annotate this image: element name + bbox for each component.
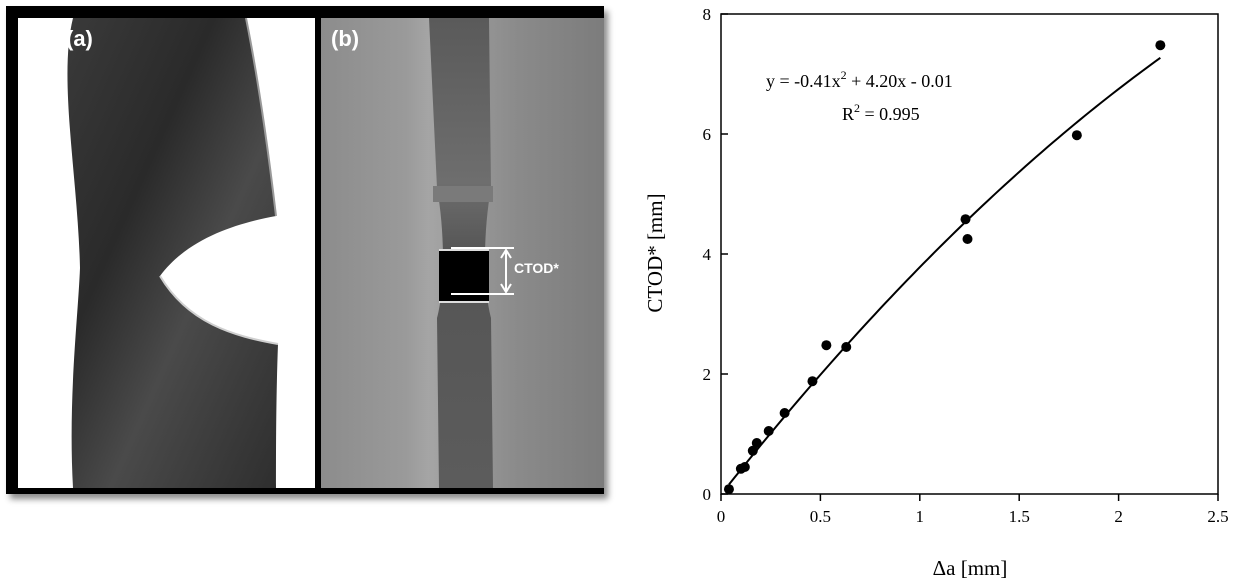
r-squared-symbol: R	[842, 104, 854, 124]
x-tick-label: 1	[916, 507, 925, 526]
fit-equation-exponent: 2	[841, 68, 847, 82]
r-squared-exponent: 2	[854, 101, 860, 115]
y-tick-label: 4	[703, 245, 712, 264]
chart-ticks: 0 0.5 1 1.5 2 2.5 0 2 4 6 8	[703, 5, 1229, 526]
x-tick-label: 2	[1114, 507, 1123, 526]
ctod-dimension-marker	[451, 247, 514, 295]
data-point	[962, 234, 973, 244]
data-point	[807, 376, 818, 387]
data-point	[747, 445, 758, 456]
x-tick-label: 0.5	[810, 507, 831, 526]
y-tick-label: 6	[703, 125, 712, 144]
x-tick-label: 1.5	[1009, 507, 1030, 526]
y-tick-label: 2	[703, 365, 712, 384]
r-squared-value: = 0.995	[860, 104, 920, 124]
x-tick-label: 0	[717, 507, 726, 526]
fit-equation-main: y = -0.41x	[766, 71, 841, 91]
specimen-photo-a	[18, 18, 315, 488]
data-point	[751, 438, 762, 448]
data-point	[821, 340, 832, 351]
data-point	[779, 408, 790, 418]
x-axis-title: Δa [mm]	[933, 556, 1008, 580]
ctod-vs-crack-growth-chart: 0 0.5 1 1.5 2 2.5 0 2 4 6 8 Δa [mm] CTOD* [mm] y =…	[643, 5, 1229, 580]
x-tick-label: 2.5	[1207, 507, 1228, 526]
data-point	[739, 462, 750, 472]
specimen-photo-frame: (a) (b) CTOD*	[6, 6, 604, 494]
data-point	[841, 342, 852, 352]
fit-curve	[728, 57, 1161, 486]
specimen-photo-b	[321, 18, 604, 488]
fit-equation-rest: + 4.20x - 0.01	[847, 71, 953, 91]
data-point	[723, 484, 734, 495]
y-tick-label: 0	[703, 485, 712, 504]
ctod-annotation: CTOD*	[514, 260, 559, 276]
panel-a-label: (a)	[66, 26, 93, 51]
panel-b-label: (b)	[331, 26, 360, 51]
y-tick-label: 8	[703, 5, 712, 24]
data-point	[763, 426, 774, 436]
crack-opening-image	[429, 18, 493, 488]
data-point	[960, 214, 971, 225]
r-squared: R2 = 0.995	[842, 101, 920, 124]
data-point	[1071, 130, 1082, 141]
data-point	[1155, 40, 1166, 51]
fit-equation: y = -0.41x2 + 4.20x - 0.01	[766, 68, 953, 91]
y-axis-title: CTOD* [mm]	[643, 193, 667, 312]
notched-specimen-image	[67, 18, 279, 488]
data-points	[723, 40, 1166, 495]
